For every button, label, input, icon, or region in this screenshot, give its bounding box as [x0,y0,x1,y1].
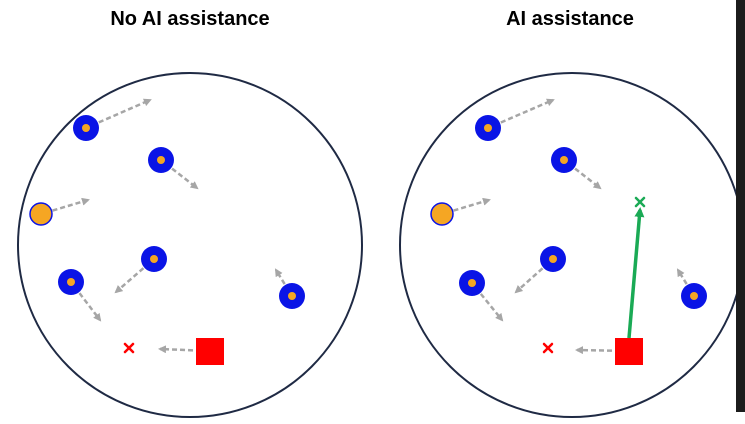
agent-core-no-ai-4 [67,278,75,286]
agent-core-ai-0 [484,124,492,132]
agent-arrow-ai-4 [479,293,504,322]
assist-goal-x [634,196,646,208]
target-x-no-ai [123,342,135,354]
arena-circle-ai [399,72,745,418]
agent-arrow-ai-2 [453,197,491,212]
agent-core-ai-4 [468,279,476,287]
agent-core-no-ai-0 [82,124,90,132]
agent-arrow-no-ai-0 [98,98,152,124]
arena-circle-no-ai [17,72,363,418]
player-arrow-ai [575,346,613,355]
agent-arrow-no-ai-5 [274,268,286,285]
agent-arrow-ai-1 [574,167,602,190]
agent-core-no-ai-5 [288,292,296,300]
agent-core-ai-1 [560,156,568,164]
panel-title-ai: AI assistance [506,8,634,30]
agent-orange-no-ai [29,202,53,226]
agent-core-ai-3 [549,255,557,263]
agent-arrow-ai-3 [514,267,544,294]
player-square-ai [615,338,643,365]
agent-arrow-no-ai-2 [52,197,90,212]
agent-arrow-ai-5 [676,268,688,285]
agent-arrow-no-ai-1 [171,167,199,190]
agent-arrow-no-ai-4 [78,292,102,322]
agent-orange-ai [430,202,454,226]
agent-core-ai-5 [690,292,698,300]
player-square-no-ai [196,338,224,365]
edge-strip [736,0,745,412]
assist-arrow [627,207,645,339]
target-x-ai [542,342,554,354]
agent-core-no-ai-1 [157,156,165,164]
panel-title-no-ai: No AI assistance [110,8,270,30]
agent-arrow-no-ai-3 [114,267,145,294]
player-arrow-no-ai [158,345,194,354]
agent-arrow-ai-0 [500,98,555,124]
agent-core-no-ai-3 [150,255,158,263]
